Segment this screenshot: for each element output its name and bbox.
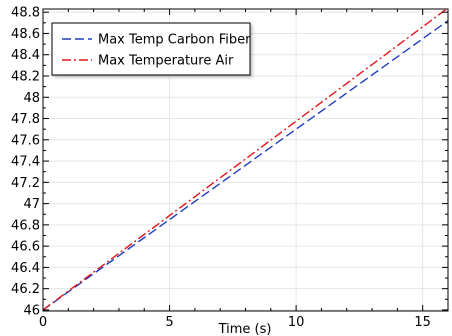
legend-label-carbon-fiber: Max Temp Carbon Fiber <box>98 33 251 48</box>
x-tick-label: 10 <box>288 315 305 330</box>
y-tick-label: 46.6 <box>11 240 40 255</box>
y-tick-label: 48.2 <box>11 69 40 84</box>
grid-lines <box>42 9 448 311</box>
series-line-1 <box>43 9 448 311</box>
y-tick-label: 47.2 <box>11 176 40 191</box>
y-tick-label: 47.8 <box>11 112 40 127</box>
y-tick-label: 47 <box>23 197 40 212</box>
y-tick-label: 47.6 <box>11 133 40 148</box>
y-tick-label: 46 <box>23 303 40 318</box>
axis-ticks: 0 5 10 15 46 46.2 46.4 46.6 46.8 47 47.2 47.4 47.6 47… <box>11 6 448 330</box>
x-tick-label: 15 <box>414 315 431 330</box>
y-tick-label: 47.4 <box>11 155 40 170</box>
y-tick-label: 48.8 <box>11 6 40 21</box>
y-tick-label: 48.6 <box>11 27 40 42</box>
x-tick-label: 0 <box>39 315 47 330</box>
series-line-0 <box>43 20 448 311</box>
legend-label-air: Max Temperature Air <box>98 54 234 69</box>
legend-box <box>51 22 251 76</box>
legend: Max Temp Carbon Fiber Max Temperature Ai… <box>51 22 251 76</box>
y-tick-label: 48 <box>23 91 40 106</box>
x-tick-label: 5 <box>165 315 173 330</box>
y-tick-label: 46.4 <box>11 261 40 276</box>
y-tick-label: 46.2 <box>11 282 40 297</box>
series-lines <box>43 9 448 311</box>
y-tick-label: 48.4 <box>11 48 40 63</box>
y-tick-label: 46.8 <box>11 218 40 233</box>
x-axis-title: Time (s) <box>218 322 272 336</box>
